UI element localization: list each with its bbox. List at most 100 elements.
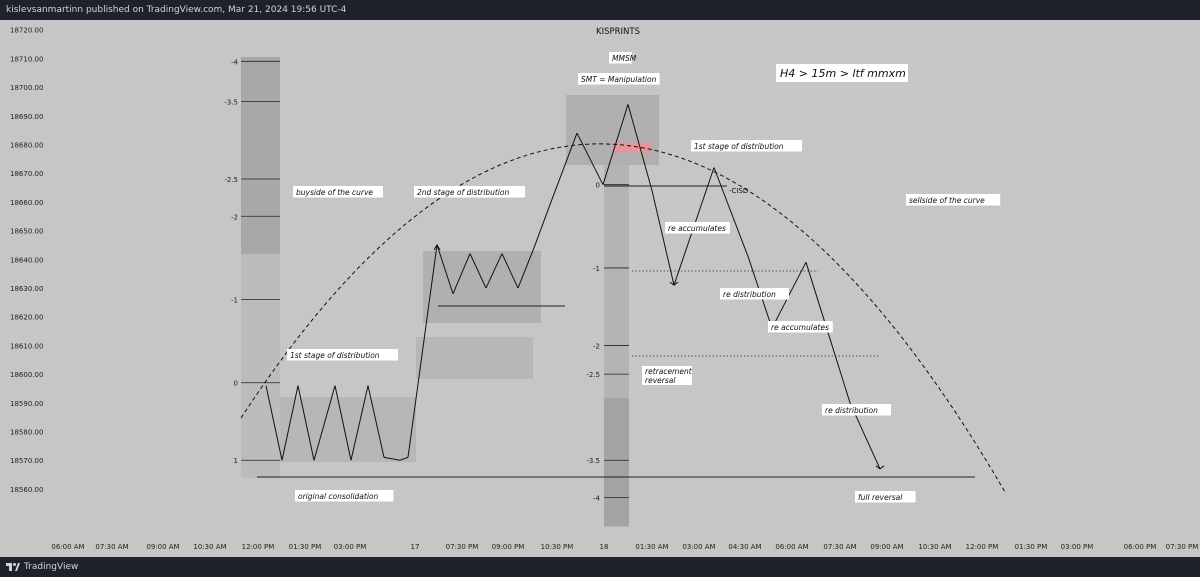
fib-right-label: -1: [593, 265, 600, 273]
fib-left-label: -2: [231, 213, 238, 221]
price-segment: [399, 456, 409, 461]
price-segment: [651, 190, 675, 286]
price-segment: [602, 104, 629, 185]
fib-left-label: 0: [234, 380, 238, 388]
annotation-cisd: -CISD: [729, 187, 748, 195]
annotation-mmxm-box: [776, 64, 908, 82]
annotation-buyside-box: [293, 186, 383, 198]
fib-right-label: -3.5: [586, 457, 600, 465]
arrow-down-icon: [875, 465, 885, 470]
x-tick-label: 01:30 AM: [635, 543, 668, 551]
x-tick-label: 06:00 AM: [775, 543, 808, 551]
fib-layer: -4 -3.5 -2.5 -2 -1 0 1 0 -1 -2 -2.5 -3.5 -4: [224, 58, 975, 503]
zones-layer: [241, 57, 659, 527]
footer-brand: TradingView: [24, 562, 79, 572]
x-tick-label: 07:30 AM: [823, 543, 856, 551]
annotation-re-accumulates-1-box: [665, 222, 730, 234]
second-distribution-zone: [423, 251, 541, 323]
annotation-1st-distribution-left-box: [287, 349, 398, 361]
y-tick-label: 18630.00: [10, 285, 43, 293]
y-tick-label: 18620.00: [10, 314, 43, 322]
annotation-sellside-box: [906, 194, 1001, 206]
price-segment: [350, 385, 369, 461]
annotation-retracement-box: [642, 366, 692, 385]
annotation-full-reversal-box: [855, 491, 916, 503]
price-segment: [805, 262, 851, 403]
y-tick-label: 18560.00: [10, 486, 43, 494]
annotation-re-accumulates-2-box: [768, 321, 833, 333]
lower-distribution-zone: [416, 337, 533, 379]
x-tick-label: 06:00 PM: [1124, 543, 1157, 551]
x-axis: 06:00 AM 07:30 AM 09:00 AM 10:30 AM 12:00 PM…: [51, 543, 1198, 551]
y-tick-label: 18680.00: [10, 142, 43, 150]
y-tick-label: 18710.00: [10, 55, 43, 63]
price-segment: [485, 253, 503, 289]
x-tick-label: 01:30 PM: [1015, 543, 1048, 551]
price-segment: [501, 253, 519, 289]
y-tick-label: 18650.00: [10, 228, 43, 236]
price-segment: [533, 201, 552, 249]
x-tick-label: 03:00 AM: [682, 543, 715, 551]
left-premium-dark-zone: [241, 57, 280, 254]
annotation-mmsm-box: [609, 52, 632, 64]
annotation-sellside: sellside of the curve: [909, 196, 985, 205]
fib-right-label: -4: [593, 495, 601, 503]
annotations-layer: KISPRINTS buyside of the curve 2nd stage o…: [287, 27, 1001, 503]
x-tick-label: 07:30 PM: [1166, 543, 1199, 551]
x-tick-label: 10:30 AM: [918, 543, 951, 551]
price-segment: [517, 247, 535, 289]
fib-left-label: -1: [231, 297, 238, 305]
chart-area[interactable]: -4 -3.5 -2.5 -2 -1 0 1 0 -1 -2 -2.5 -3.5 -4 KISPRINT…: [0, 20, 1200, 557]
annotation-retracement: retracement: [645, 367, 693, 376]
y-tick-label: 18610.00: [10, 342, 43, 350]
y-tick-label: 18720.00: [10, 27, 43, 35]
x-tick-label: 09:00 AM: [870, 543, 903, 551]
annotation-smt: SMT = Manipulation: [581, 75, 657, 84]
x-tick-label: 04:30 AM: [728, 543, 761, 551]
annotation-mmsm: MMSM: [612, 54, 637, 63]
price-path-layer: [265, 104, 885, 470]
fib-left-label: -4: [231, 58, 239, 66]
price-segment: [713, 167, 749, 257]
price-segment: [407, 244, 438, 458]
arrow-up-icon: [433, 244, 441, 251]
publisher-line: kislevsanmartinn published on TradingVie…: [6, 5, 347, 15]
tradingview-logo-icon: [6, 563, 20, 571]
x-tick-label: 18: [600, 543, 609, 551]
fib-right-label: -2.5: [586, 371, 600, 379]
y-axis: 18720.00 18710.00 18700.00 18690.00 18680.00…: [10, 27, 43, 494]
price-segment: [297, 385, 315, 461]
x-tick-label: 01:30 PM: [289, 543, 322, 551]
x-tick-label: 12:00 PM: [966, 543, 999, 551]
curve-layer: [240, 143, 1006, 493]
annotation-1st-distribution-right: 1st stage of distribution: [694, 142, 784, 151]
annotation-re-accumulates-1: re accumulates: [668, 224, 726, 233]
dashed-curve: [240, 143, 1006, 493]
x-tick-label: 03:00 PM: [334, 543, 367, 551]
chart-title: KISPRINTS: [596, 27, 640, 37]
consolidation-zone: [280, 397, 416, 462]
x-tick-label: 06:00 AM: [51, 543, 84, 551]
annotation-re-distribution-1-box: [720, 288, 789, 300]
x-tick-label: 03:00 PM: [1061, 543, 1094, 551]
y-tick-label: 18670.00: [10, 170, 43, 178]
arrow-down-icon: [669, 281, 679, 286]
price-segment: [313, 385, 336, 461]
y-tick-label: 18570.00: [10, 457, 43, 465]
price-segment: [383, 456, 401, 461]
header-bar: kislevsanmartinn published on TradingVie…: [0, 0, 1200, 20]
fib-left-label: -3.5: [224, 98, 238, 106]
price-segment: [576, 132, 604, 185]
y-tick-label: 18660.00: [10, 199, 43, 207]
x-tick-label: 10:30 AM: [193, 543, 226, 551]
price-segment: [334, 385, 352, 461]
annotation-re-distribution-2-box: [822, 404, 891, 416]
right-discount-dark-zone: [604, 398, 629, 526]
annotation-re-accumulates-2: re accumulates: [771, 323, 829, 332]
price-segment: [469, 253, 487, 289]
fib-left-label: -2.5: [224, 176, 238, 184]
x-tick-label: 09:00 AM: [146, 543, 179, 551]
annotation-buyside: buyside of the curve: [296, 188, 373, 197]
y-tick-label: 18580.00: [10, 429, 43, 437]
smt-red-zone: [614, 143, 652, 153]
